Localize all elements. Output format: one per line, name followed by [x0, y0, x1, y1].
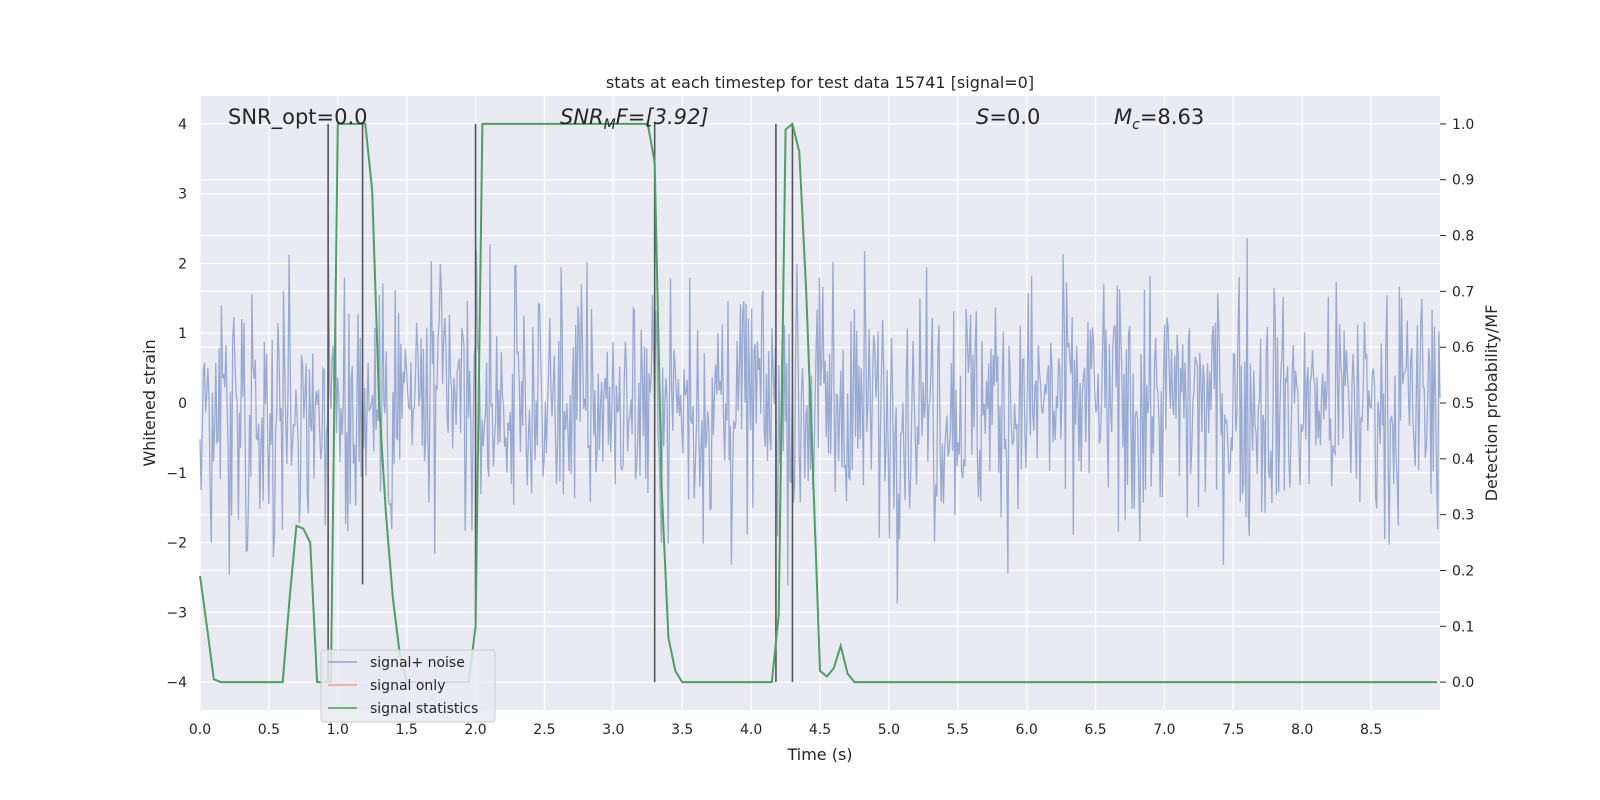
legend-label-signal-statistics: signal statistics	[370, 701, 478, 717]
right-y-axis-title: Detection probability/MF	[1482, 305, 1501, 502]
right-y-tick-label: 0.4	[1452, 452, 1474, 468]
annotation-snr-mf: SNRMF=[3.92]	[560, 105, 709, 133]
x-tick-label: 5.5	[947, 722, 969, 738]
left-y-tick-label: −3	[166, 605, 187, 621]
legend-box	[320, 649, 496, 723]
right-y-tick-label: 0.3	[1452, 508, 1474, 524]
x-tick-label: 2.5	[533, 722, 555, 738]
x-tick-label: 4.0	[740, 722, 762, 738]
vertical-markers	[327, 123, 794, 683]
x-tick-label: 1.5	[396, 722, 418, 738]
left-y-tick-label: −1	[166, 466, 187, 482]
annotation-mc: Mc=8.63	[1114, 105, 1204, 133]
left-y-tick-label: −2	[166, 536, 187, 552]
right-y-axis-ticks: 0.0 0.1 0.2 0.3 0.4 0.5 0.6 0.7 0.8 0.9 1.0	[1440, 117, 1474, 691]
right-y-tick-label: 0.9	[1452, 173, 1474, 189]
x-tick-label: 1.0	[327, 722, 349, 738]
signal-noise-series	[199, 238, 1441, 604]
x-tick-label: 0.5	[258, 722, 280, 738]
left-y-tick-label: 1	[178, 326, 187, 342]
right-y-tick-label: 0.6	[1452, 340, 1474, 356]
mc-sub: c	[1132, 117, 1140, 133]
legend: signal+ noise signal only signal statist…	[320, 649, 496, 723]
mc-rest: =8.63	[1140, 105, 1204, 129]
chart-title: stats at each timestep for test data 157…	[606, 73, 1034, 92]
signal-statistics-series	[199, 122, 1438, 684]
snr-mf-sub: M	[604, 117, 616, 133]
x-tick-label: 7.5	[1222, 722, 1244, 738]
left-y-tick-label: 3	[178, 187, 187, 203]
left-y-tick-label: 0	[178, 396, 187, 412]
x-tick-label: 6.5	[1084, 722, 1106, 738]
x-axis-ticks: 0.0 0.5 1.0 1.5 2.0 2.5 3.0 3.5 4.0 4.5 5.0 5.5 6.0 6…	[189, 722, 1382, 738]
legend-label-signal-only: signal only	[370, 678, 445, 694]
x-tick-label: 7.0	[1153, 722, 1175, 738]
left-y-axis-ticks: −4 −3 −2 −1 0 1 2 3 4	[166, 117, 187, 691]
s-rest: =0.0	[989, 105, 1040, 129]
x-tick-label: 3.0	[602, 722, 624, 738]
signal-statistics-line	[199, 122, 1438, 684]
x-tick-label: 4.5	[809, 722, 831, 738]
x-tick-label: 5.0	[878, 722, 900, 738]
right-y-tick-label: 0.5	[1452, 396, 1474, 412]
x-tick-label: 6.0	[1016, 722, 1038, 738]
annotation-s: S=0.0	[976, 105, 1040, 129]
s-base: S	[976, 105, 989, 129]
left-y-tick-label: 2	[178, 256, 187, 272]
mc-base: M	[1114, 105, 1132, 129]
left-y-tick-label: 4	[178, 117, 187, 133]
signal-noise-line	[199, 238, 1441, 604]
snr-mf-rest: F=[3.92]	[616, 105, 709, 129]
x-tick-label: 8.5	[1360, 722, 1382, 738]
annotation-snr-opt: SNR_opt=0.0	[228, 105, 368, 130]
right-y-tick-label: 0.1	[1452, 619, 1474, 635]
legend-label-signal-noise: signal+ noise	[370, 655, 465, 671]
x-tick-label: 3.5	[671, 722, 693, 738]
x-axis-title: Time (s)	[786, 745, 852, 764]
left-y-axis-title: Whitened strain	[140, 339, 159, 466]
right-y-tick-label: 0.0	[1452, 675, 1474, 691]
x-tick-label: 8.0	[1291, 722, 1313, 738]
x-tick-label: 2.0	[464, 722, 486, 738]
right-y-tick-label: 0.8	[1452, 229, 1474, 245]
right-y-tick-label: 1.0	[1452, 117, 1474, 133]
right-y-tick-label: 0.2	[1452, 563, 1474, 579]
right-y-tick-label: 0.7	[1452, 284, 1474, 300]
left-y-tick-label: −4	[166, 675, 187, 691]
snr-mf-base: SNR	[560, 105, 604, 129]
x-tick-label: 0.0	[189, 722, 211, 738]
